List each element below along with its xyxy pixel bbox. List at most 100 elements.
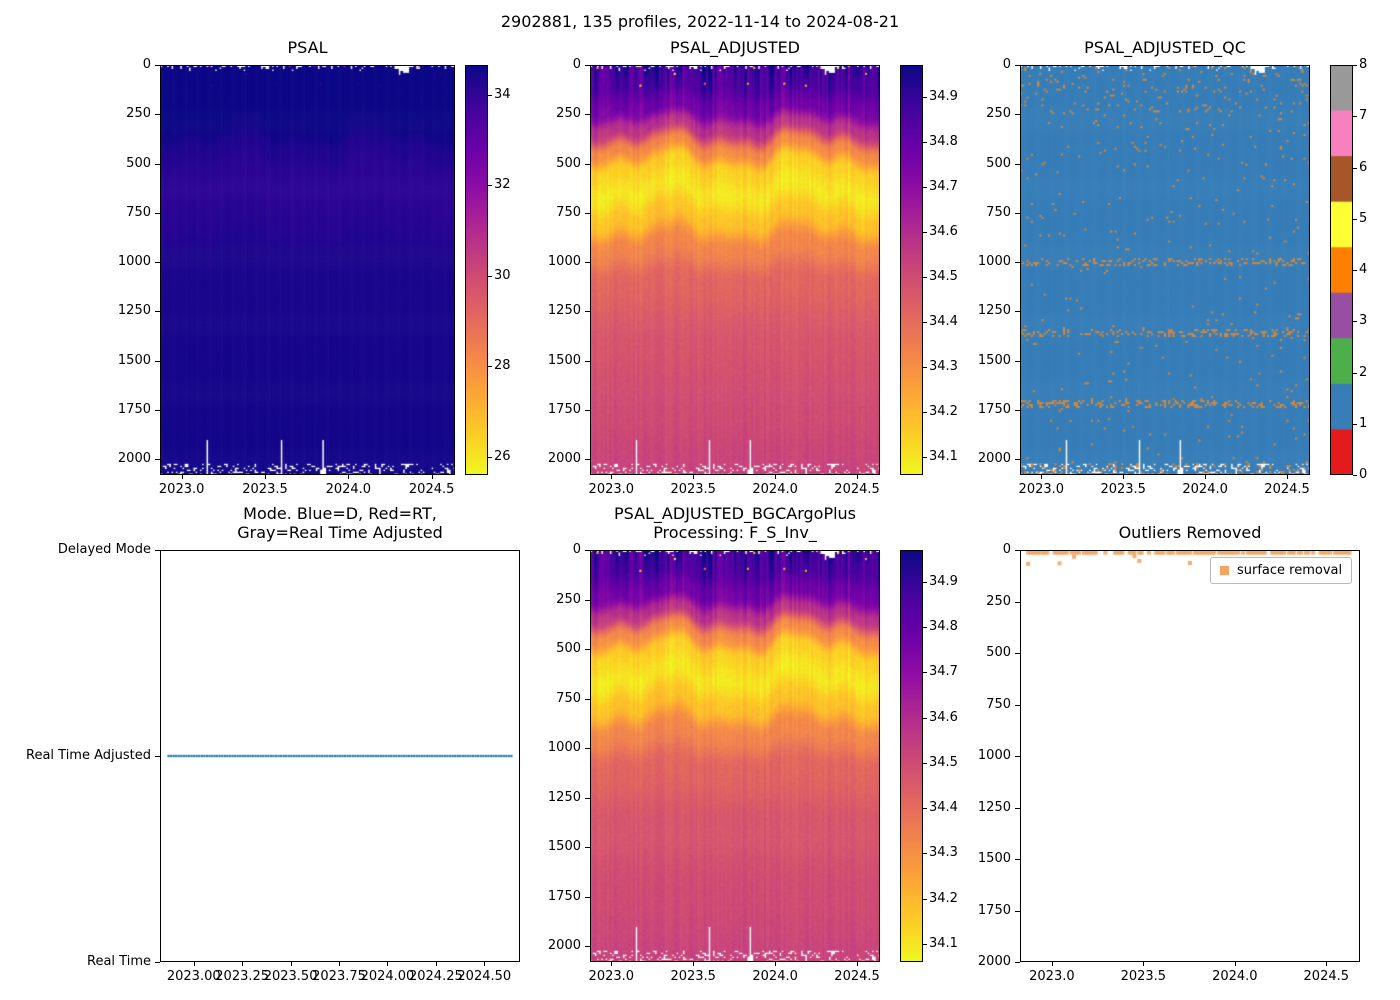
y-tick-mark bbox=[585, 748, 590, 750]
x-tick-label: 2024.0 bbox=[325, 482, 372, 497]
y-tick-label: 2000 bbox=[977, 451, 1011, 467]
plot-canvas-psal_adjusted_bgcargoplus bbox=[590, 550, 880, 962]
y-tick-mark bbox=[1015, 114, 1020, 116]
colorbar-tick-mark bbox=[923, 672, 927, 674]
y-tick-label: 1750 bbox=[547, 888, 581, 904]
colorbar-tick-label: 34.3 bbox=[929, 358, 958, 374]
x-tick-label: 2024.0 bbox=[752, 969, 798, 984]
y-tick-mark bbox=[155, 962, 160, 963]
x-tick-label: 2023.0 bbox=[1018, 482, 1065, 497]
x-tick-mark bbox=[181, 475, 183, 479]
x-tick-label: 2023.5 bbox=[1120, 969, 1167, 984]
y-tick-mark bbox=[1015, 262, 1020, 264]
colorbar-tick-label: 34.7 bbox=[929, 178, 958, 194]
plot-canvas-psal_adjusted_qc bbox=[1020, 65, 1310, 475]
colorbar-tick-label: 2 bbox=[1359, 364, 1368, 380]
y-tick-mark bbox=[585, 797, 590, 799]
y-tick-mark bbox=[585, 946, 590, 948]
x-tick-label: 2024.5 bbox=[1303, 969, 1350, 984]
y-tick-mark bbox=[585, 212, 590, 214]
colorbar-tick-mark bbox=[923, 411, 927, 413]
colorbar-tick-label: 6 bbox=[1359, 159, 1368, 175]
colorbar-frame-psal_adjusted_bgcargoplus bbox=[900, 550, 923, 962]
y-tick-mark bbox=[585, 163, 590, 165]
subplot-title: Mode. Blue=D, Red=RT, bbox=[243, 504, 437, 523]
y-tick-label: 250 bbox=[986, 593, 1011, 609]
y-tick-label: 1500 bbox=[977, 851, 1011, 866]
y-tick-mark bbox=[155, 756, 160, 757]
y-tick-mark bbox=[155, 114, 160, 116]
colorbar-tick-mark bbox=[1353, 116, 1357, 118]
y-tick-label: 750 bbox=[986, 696, 1011, 712]
colorbar-tick-label: 34.5 bbox=[929, 268, 958, 284]
x-tick-label: 2024.50 bbox=[457, 969, 512, 984]
y-tick-label: 1500 bbox=[117, 352, 151, 368]
y-tick-mark bbox=[1015, 409, 1020, 411]
x-tick-mark bbox=[242, 962, 244, 966]
colorbar-tick-label: 30 bbox=[494, 267, 511, 283]
y-tick-label: 0 bbox=[1002, 57, 1011, 72]
x-tick-mark bbox=[1287, 475, 1289, 479]
y-tick-mark bbox=[155, 262, 160, 264]
x-tick-mark bbox=[339, 962, 341, 966]
y-tick-label: 1000 bbox=[117, 254, 151, 270]
y-tick-mark bbox=[1015, 459, 1020, 461]
y-tick-label: 500 bbox=[556, 155, 581, 171]
y-tick-label: 1500 bbox=[547, 352, 581, 368]
x-tick-mark bbox=[1041, 475, 1043, 479]
x-tick-label: 2024.0 bbox=[752, 482, 798, 497]
colorbar-canvas-psal_adjusted bbox=[900, 65, 923, 475]
colorbar-tick-label: 34.1 bbox=[929, 935, 958, 951]
x-tick-mark bbox=[1326, 962, 1328, 966]
colorbar-tick-label: 32 bbox=[494, 177, 511, 193]
colorbar-tick-label: 34.2 bbox=[929, 403, 958, 419]
plot-frame-psal bbox=[160, 65, 455, 475]
x-tick-mark bbox=[1143, 962, 1145, 966]
x-tick-mark bbox=[693, 962, 695, 966]
colorbar-tick-mark bbox=[923, 717, 927, 719]
x-tick-mark bbox=[431, 475, 433, 479]
x-tick-mark bbox=[348, 475, 350, 479]
colorbar-tick-mark bbox=[923, 276, 927, 278]
x-tick-label: 2024.0 bbox=[1182, 482, 1228, 497]
colorbar-tick-mark bbox=[1353, 167, 1357, 169]
y-tick-mark bbox=[585, 311, 590, 313]
colorbar-tick-label: 34 bbox=[494, 86, 511, 102]
y-tick-label: 1750 bbox=[977, 401, 1011, 417]
colorbar-tick-mark bbox=[1353, 270, 1357, 271]
colorbar-tick-mark bbox=[923, 96, 927, 98]
plot-canvas-outliers_removed bbox=[1020, 550, 1360, 962]
colorbar-tick-label: 3 bbox=[1359, 313, 1368, 329]
colorbar-tick-label: 34.9 bbox=[929, 573, 958, 589]
colorbar-tick-mark bbox=[488, 366, 492, 368]
y-tick-mark bbox=[585, 698, 590, 700]
x-tick-label: 2023.0 bbox=[588, 969, 635, 984]
colorbar-tick-mark bbox=[923, 186, 927, 188]
y-tick-label: 750 bbox=[986, 204, 1011, 220]
legend-marker-square-icon bbox=[1220, 566, 1229, 575]
colorbar-tick-mark bbox=[923, 456, 927, 458]
y-tick-mark bbox=[1015, 807, 1020, 809]
x-tick-mark bbox=[435, 962, 437, 966]
x-tick-label: 2023.0 bbox=[588, 482, 635, 497]
figure-title: 2902881, 135 profiles, 2022-11-14 to 202… bbox=[500, 12, 900, 31]
y-tick-mark bbox=[155, 65, 160, 66]
colorbar-canvas-psal_adjusted_bgcargoplus bbox=[900, 550, 923, 962]
y-tick-label: 2000 bbox=[547, 451, 581, 467]
x-tick-mark bbox=[857, 475, 859, 479]
y-tick-label: 500 bbox=[986, 645, 1011, 660]
y-tick-mark bbox=[1015, 212, 1020, 214]
y-tick-mark bbox=[1015, 163, 1020, 165]
colorbar-canvas-psal_adjusted_qc bbox=[1330, 65, 1353, 475]
x-tick-mark bbox=[387, 962, 389, 966]
plot-frame-outliers_removed bbox=[1020, 550, 1360, 962]
x-tick-mark bbox=[484, 962, 486, 966]
colorbar-tick-label: 34.4 bbox=[929, 800, 958, 816]
y-tick-mark bbox=[155, 212, 160, 214]
subplot-title: Outliers Removed bbox=[1118, 523, 1262, 542]
x-tick-label: 2024.00 bbox=[360, 969, 415, 984]
colorbar-frame-psal bbox=[465, 65, 488, 475]
x-tick-mark bbox=[775, 962, 777, 966]
colorbar-tick-label: 34.7 bbox=[929, 664, 958, 680]
y-tick-mark bbox=[1015, 704, 1020, 706]
